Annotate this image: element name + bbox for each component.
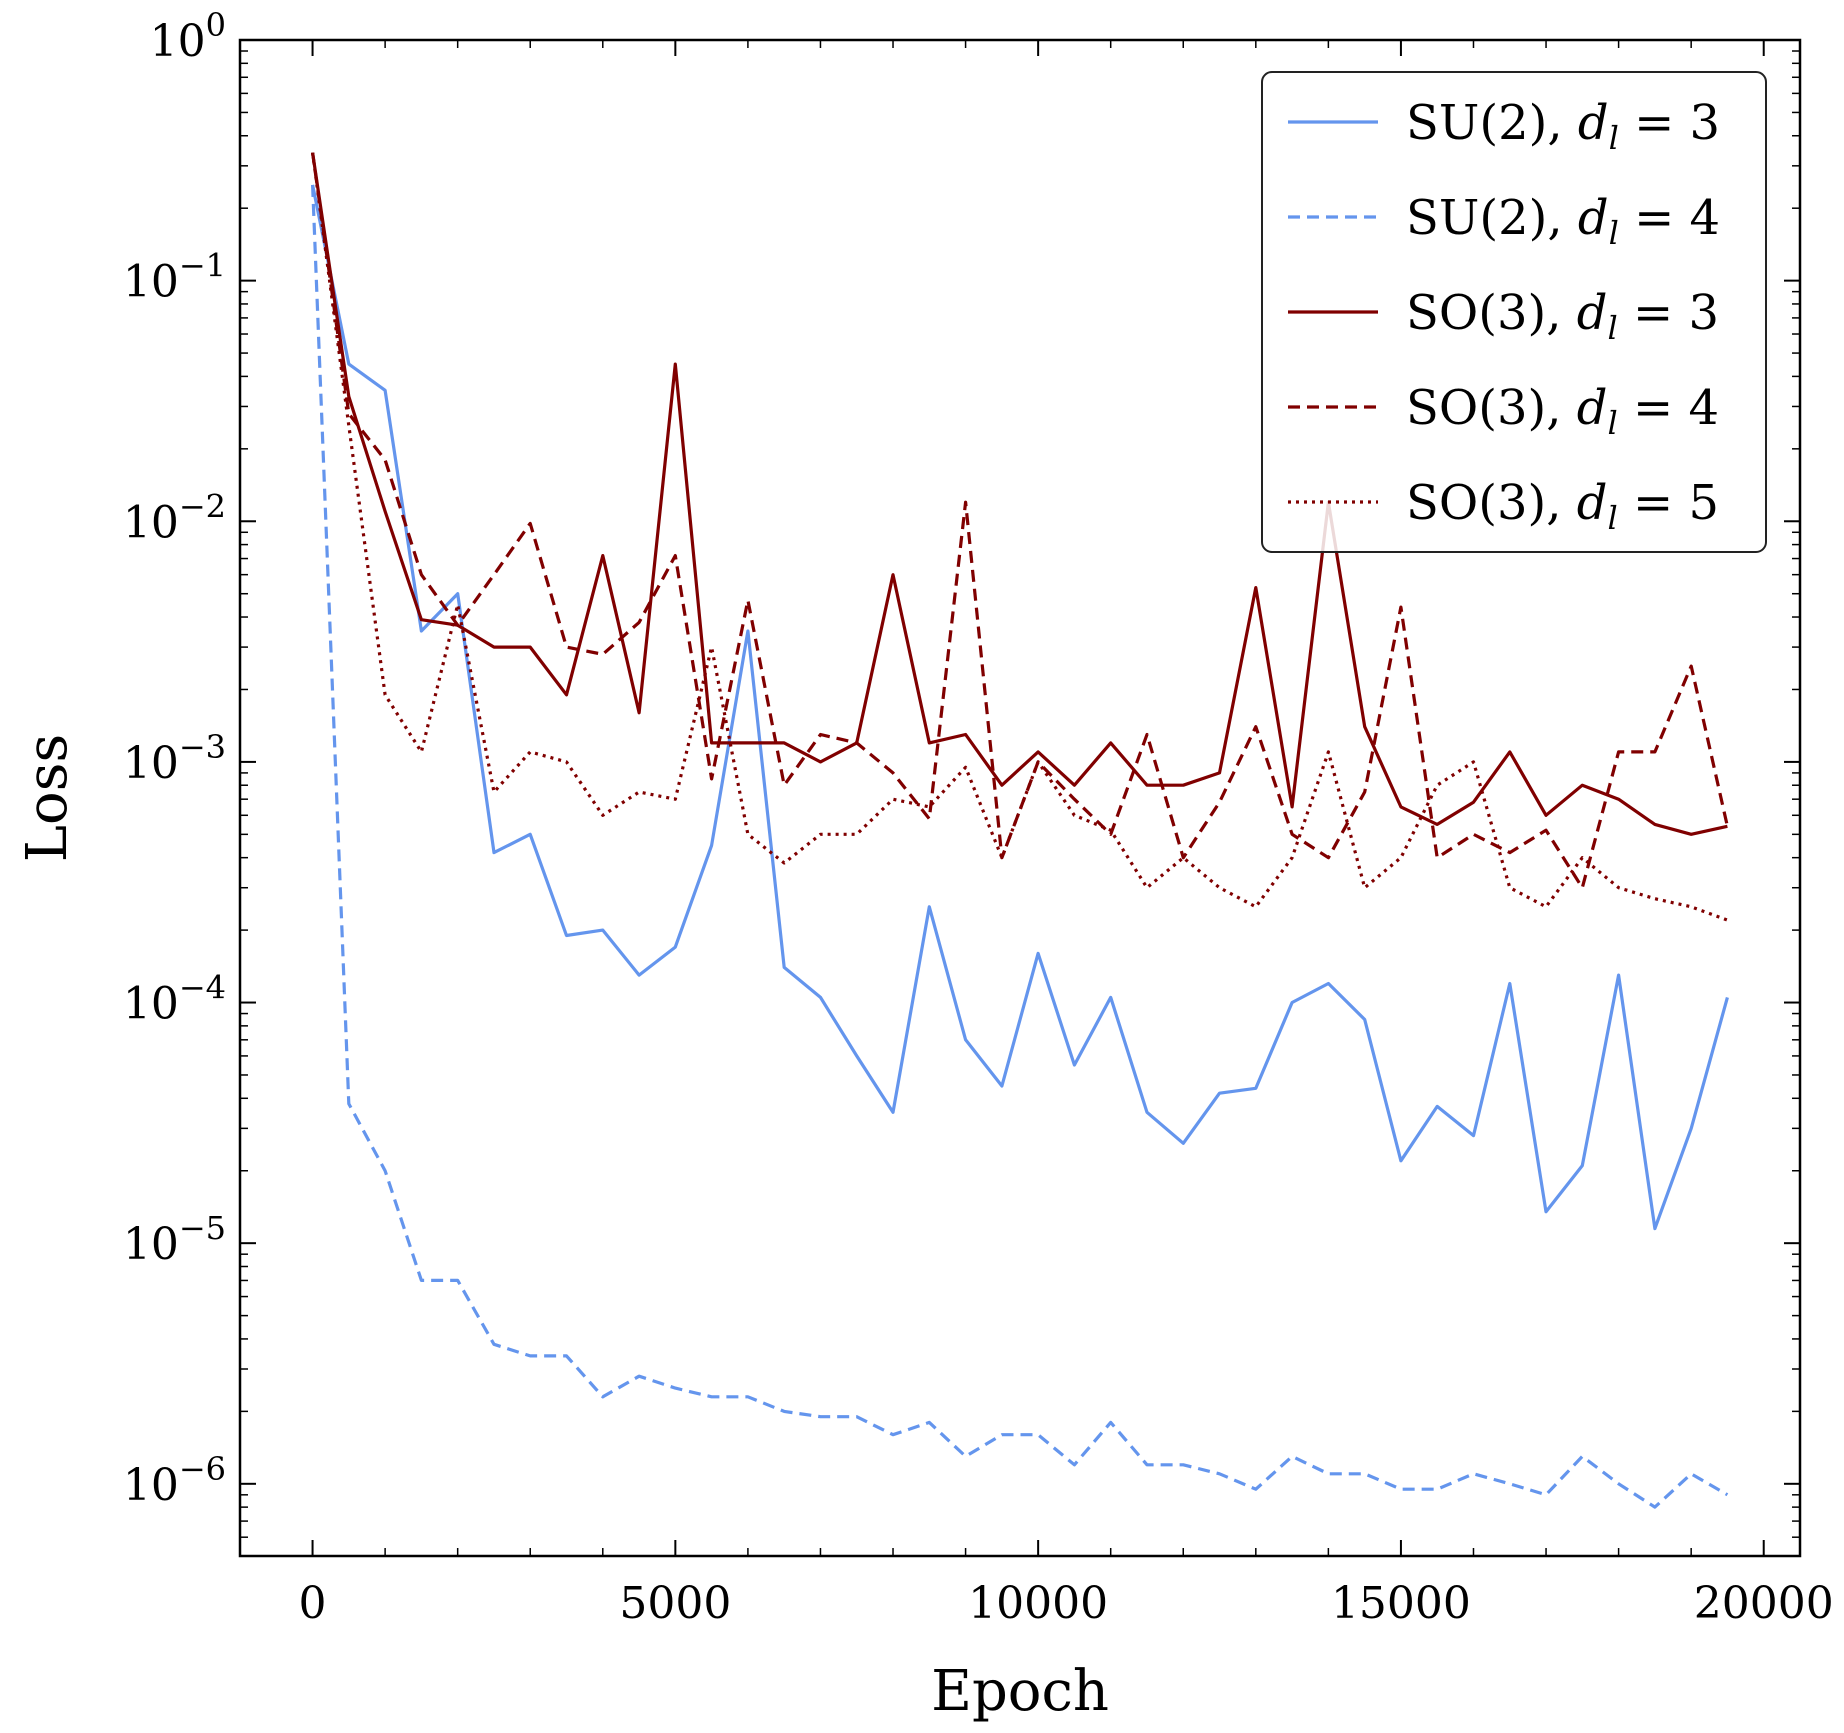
legend-label-3: SO(3), dl = 3: [1406, 285, 1719, 347]
series-line-4: [311, 152, 1729, 890]
y-tick-label: 10−6: [123, 1450, 226, 1511]
legend-label-5: SO(3), dl = 5: [1406, 475, 1719, 537]
series-line-2: [311, 184, 1729, 1509]
y-tick-label: 10−4: [123, 969, 226, 1030]
x-tick-labels: 0 5000 10000 15000 20000: [299, 1578, 1834, 1629]
x-tick-label: 15000: [1331, 1578, 1471, 1629]
x-tick-label: 5000: [619, 1578, 731, 1629]
series-line-1: [311, 184, 1729, 1231]
legend: SU(2), dl = 3 SU(2), dl = 4 SO(3), dl = 3 S…: [1261, 71, 1767, 553]
y-tick-label: 100: [150, 6, 226, 67]
x-tick-label: 0: [299, 1578, 327, 1629]
x-axis-title: Epoch: [931, 1659, 1109, 1724]
legend-label-2: SU(2), dl = 4: [1406, 190, 1720, 252]
y-tick-label: 10−5: [123, 1209, 226, 1270]
y-tick-label: 10−3: [123, 728, 226, 789]
y-tick-labels: 100 10−1 10−2 10−3 10−4 10−5 10−6: [123, 6, 226, 1511]
series-lines: [311, 152, 1729, 1509]
tick-marks: [239, 39, 1800, 1556]
plot-frame: [238, 38, 1802, 1558]
x-tick-label: 20000: [1694, 1578, 1834, 1629]
legend-box: [1261, 71, 1767, 553]
y-tick-label: 10−2: [123, 487, 226, 548]
legend-label-4: SO(3), dl = 4: [1406, 380, 1719, 442]
series-line-3: [311, 152, 1728, 836]
y-tick-label: 10−1: [123, 247, 226, 308]
y-axis-title: Loss: [15, 734, 80, 862]
x-tick-label: 10000: [968, 1578, 1108, 1629]
legend-label-1: SU(2), dl = 3: [1406, 95, 1720, 157]
